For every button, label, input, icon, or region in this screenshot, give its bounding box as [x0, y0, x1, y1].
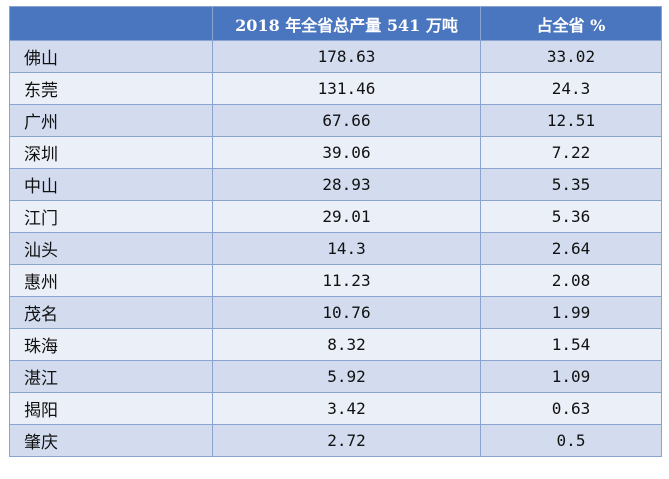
city-cell: 惠州	[9, 264, 213, 297]
city-cell: 茂名	[9, 296, 213, 329]
table-row: 佛山 178.63 33.02	[9, 40, 662, 73]
table-row: 珠海 8.32 1.54	[9, 328, 662, 361]
table-row: 东莞 131.46 24.3	[9, 72, 662, 105]
header-city-column	[9, 6, 213, 41]
production-table: 2018 年全省总产量 541 万吨 占全省 % 佛山 178.63 33.02 东莞…	[9, 6, 662, 457]
table-body: 佛山 178.63 33.02 东莞 131.46 24.3 广州 67.66 12.51 深圳 3…	[9, 40, 662, 457]
table-row: 汕头 14.3 2.64	[9, 232, 662, 265]
table-row: 江门 29.01 5.36	[9, 200, 662, 233]
output-cell: 8.32	[212, 328, 481, 361]
city-cell: 揭阳	[9, 392, 213, 425]
city-cell: 中山	[9, 168, 213, 201]
city-cell: 汕头	[9, 232, 213, 265]
share-cell: 5.35	[480, 168, 662, 201]
table-row: 中山 28.93 5.35	[9, 168, 662, 201]
table-row: 揭阳 3.42 0.63	[9, 392, 662, 425]
output-cell: 10.76	[212, 296, 481, 329]
header-output-column: 2018 年全省总产量 541 万吨	[212, 6, 481, 41]
output-cell: 2.72	[212, 424, 481, 457]
city-cell: 深圳	[9, 136, 213, 169]
output-cell: 11.23	[212, 264, 481, 297]
share-cell: 24.3	[480, 72, 662, 105]
table-row: 惠州 11.23 2.08	[9, 264, 662, 297]
header-share-column: 占全省 %	[480, 6, 662, 41]
output-cell: 131.46	[212, 72, 481, 105]
output-cell: 39.06	[212, 136, 481, 169]
share-cell: 1.99	[480, 296, 662, 329]
city-cell: 广州	[9, 104, 213, 137]
share-cell: 1.54	[480, 328, 662, 361]
table-row: 广州 67.66 12.51	[9, 104, 662, 137]
city-cell: 东莞	[9, 72, 213, 105]
city-cell: 江门	[9, 200, 213, 233]
city-cell: 珠海	[9, 328, 213, 361]
share-cell: 33.02	[480, 40, 662, 73]
city-cell: 肇庆	[9, 424, 213, 457]
output-cell: 3.42	[212, 392, 481, 425]
output-cell: 29.01	[212, 200, 481, 233]
city-cell: 佛山	[9, 40, 213, 73]
table-row: 湛江 5.92 1.09	[9, 360, 662, 393]
share-cell: 0.63	[480, 392, 662, 425]
table-row: 深圳 39.06 7.22	[9, 136, 662, 169]
table-row: 茂名 10.76 1.99	[9, 296, 662, 329]
share-cell: 0.5	[480, 424, 662, 457]
output-cell: 178.63	[212, 40, 481, 73]
city-cell: 湛江	[9, 360, 213, 393]
share-cell: 7.22	[480, 136, 662, 169]
table-header-row: 2018 年全省总产量 541 万吨 占全省 %	[9, 6, 662, 41]
output-cell: 14.3	[212, 232, 481, 265]
output-cell: 5.92	[212, 360, 481, 393]
share-cell: 2.08	[480, 264, 662, 297]
table-row: 肇庆 2.72 0.5	[9, 424, 662, 457]
output-cell: 28.93	[212, 168, 481, 201]
share-cell: 1.09	[480, 360, 662, 393]
share-cell: 5.36	[480, 200, 662, 233]
share-cell: 12.51	[480, 104, 662, 137]
share-cell: 2.64	[480, 232, 662, 265]
output-cell: 67.66	[212, 104, 481, 137]
